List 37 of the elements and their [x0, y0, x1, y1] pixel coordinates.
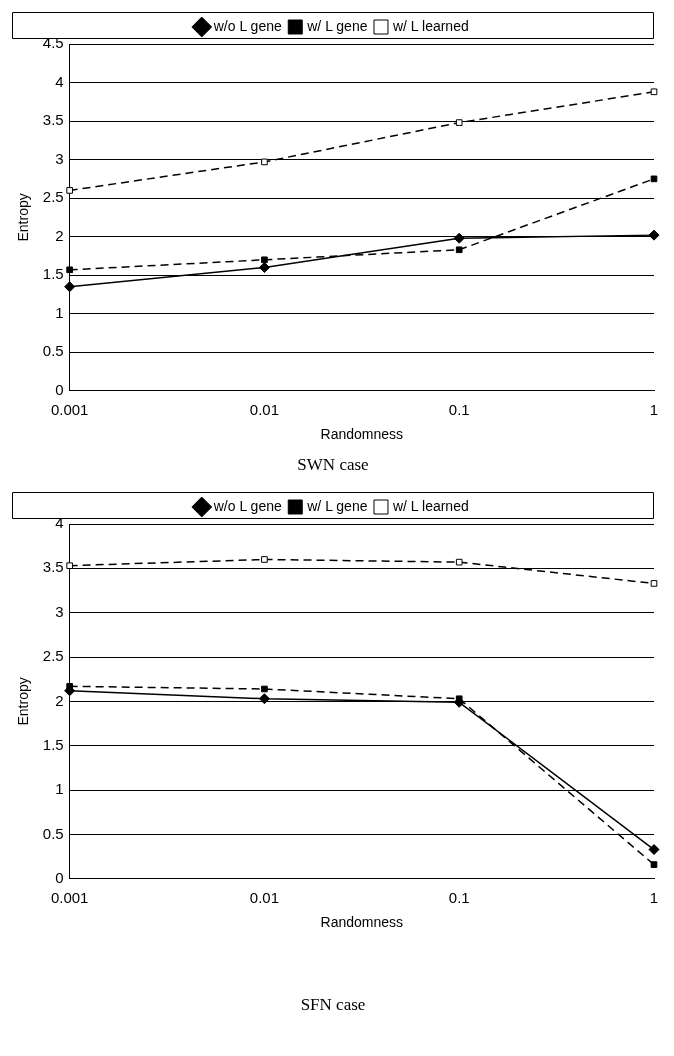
y-axis-title: Entropy: [15, 193, 32, 242]
y-tick-label: 0: [55, 868, 64, 886]
x-tick-label: 0.1: [448, 888, 470, 906]
y-axis-title: Entropy: [15, 677, 32, 726]
x-tick-label: 0.001: [50, 400, 89, 418]
y-tick-label: 1: [55, 780, 64, 798]
y-tick-label: 2.5: [42, 188, 64, 206]
y-tick-label: 3.5: [42, 111, 64, 129]
y-tick-label: 1: [55, 303, 64, 321]
x-tick-label: 1: [649, 400, 659, 418]
legend-label: w/o L gene: [212, 17, 282, 34]
legend-label: w/o L gene: [212, 497, 282, 514]
x-tick-label: 0.01: [249, 400, 280, 418]
y-tick-label: 2.5: [42, 647, 64, 665]
y-tick-label: 4: [55, 72, 64, 90]
legend-label: w/ L gene: [306, 17, 368, 34]
y-tick-label: 3.5: [42, 558, 64, 576]
y-tick-label: 0: [55, 380, 64, 398]
x-tick-label: 1: [649, 888, 659, 906]
y-tick-label: 1.5: [42, 265, 64, 283]
x-tick-label: 0.01: [249, 888, 280, 906]
y-tick-label: 1.5: [42, 735, 64, 753]
text: SWN case: [297, 455, 369, 475]
y-tick-label: 2: [55, 691, 64, 709]
y-tick-label: 3: [55, 602, 64, 620]
legend-label: w/ L gene: [306, 497, 368, 514]
y-tick-label: 3: [55, 149, 64, 167]
y-tick-label: 2: [55, 226, 64, 244]
legend-label: w/ L learned: [391, 17, 469, 34]
y-tick-label: 0.5: [42, 824, 64, 842]
text: SFN case: [300, 995, 366, 1015]
x-axis-title: Randomness: [320, 914, 404, 931]
x-axis-title: Randomness: [320, 426, 404, 443]
y-tick-label: 0.5: [42, 342, 64, 360]
legend-label: w/ L learned: [391, 497, 469, 514]
x-tick-label: 0.1: [448, 400, 470, 418]
x-tick-label: 0.001: [50, 888, 89, 906]
